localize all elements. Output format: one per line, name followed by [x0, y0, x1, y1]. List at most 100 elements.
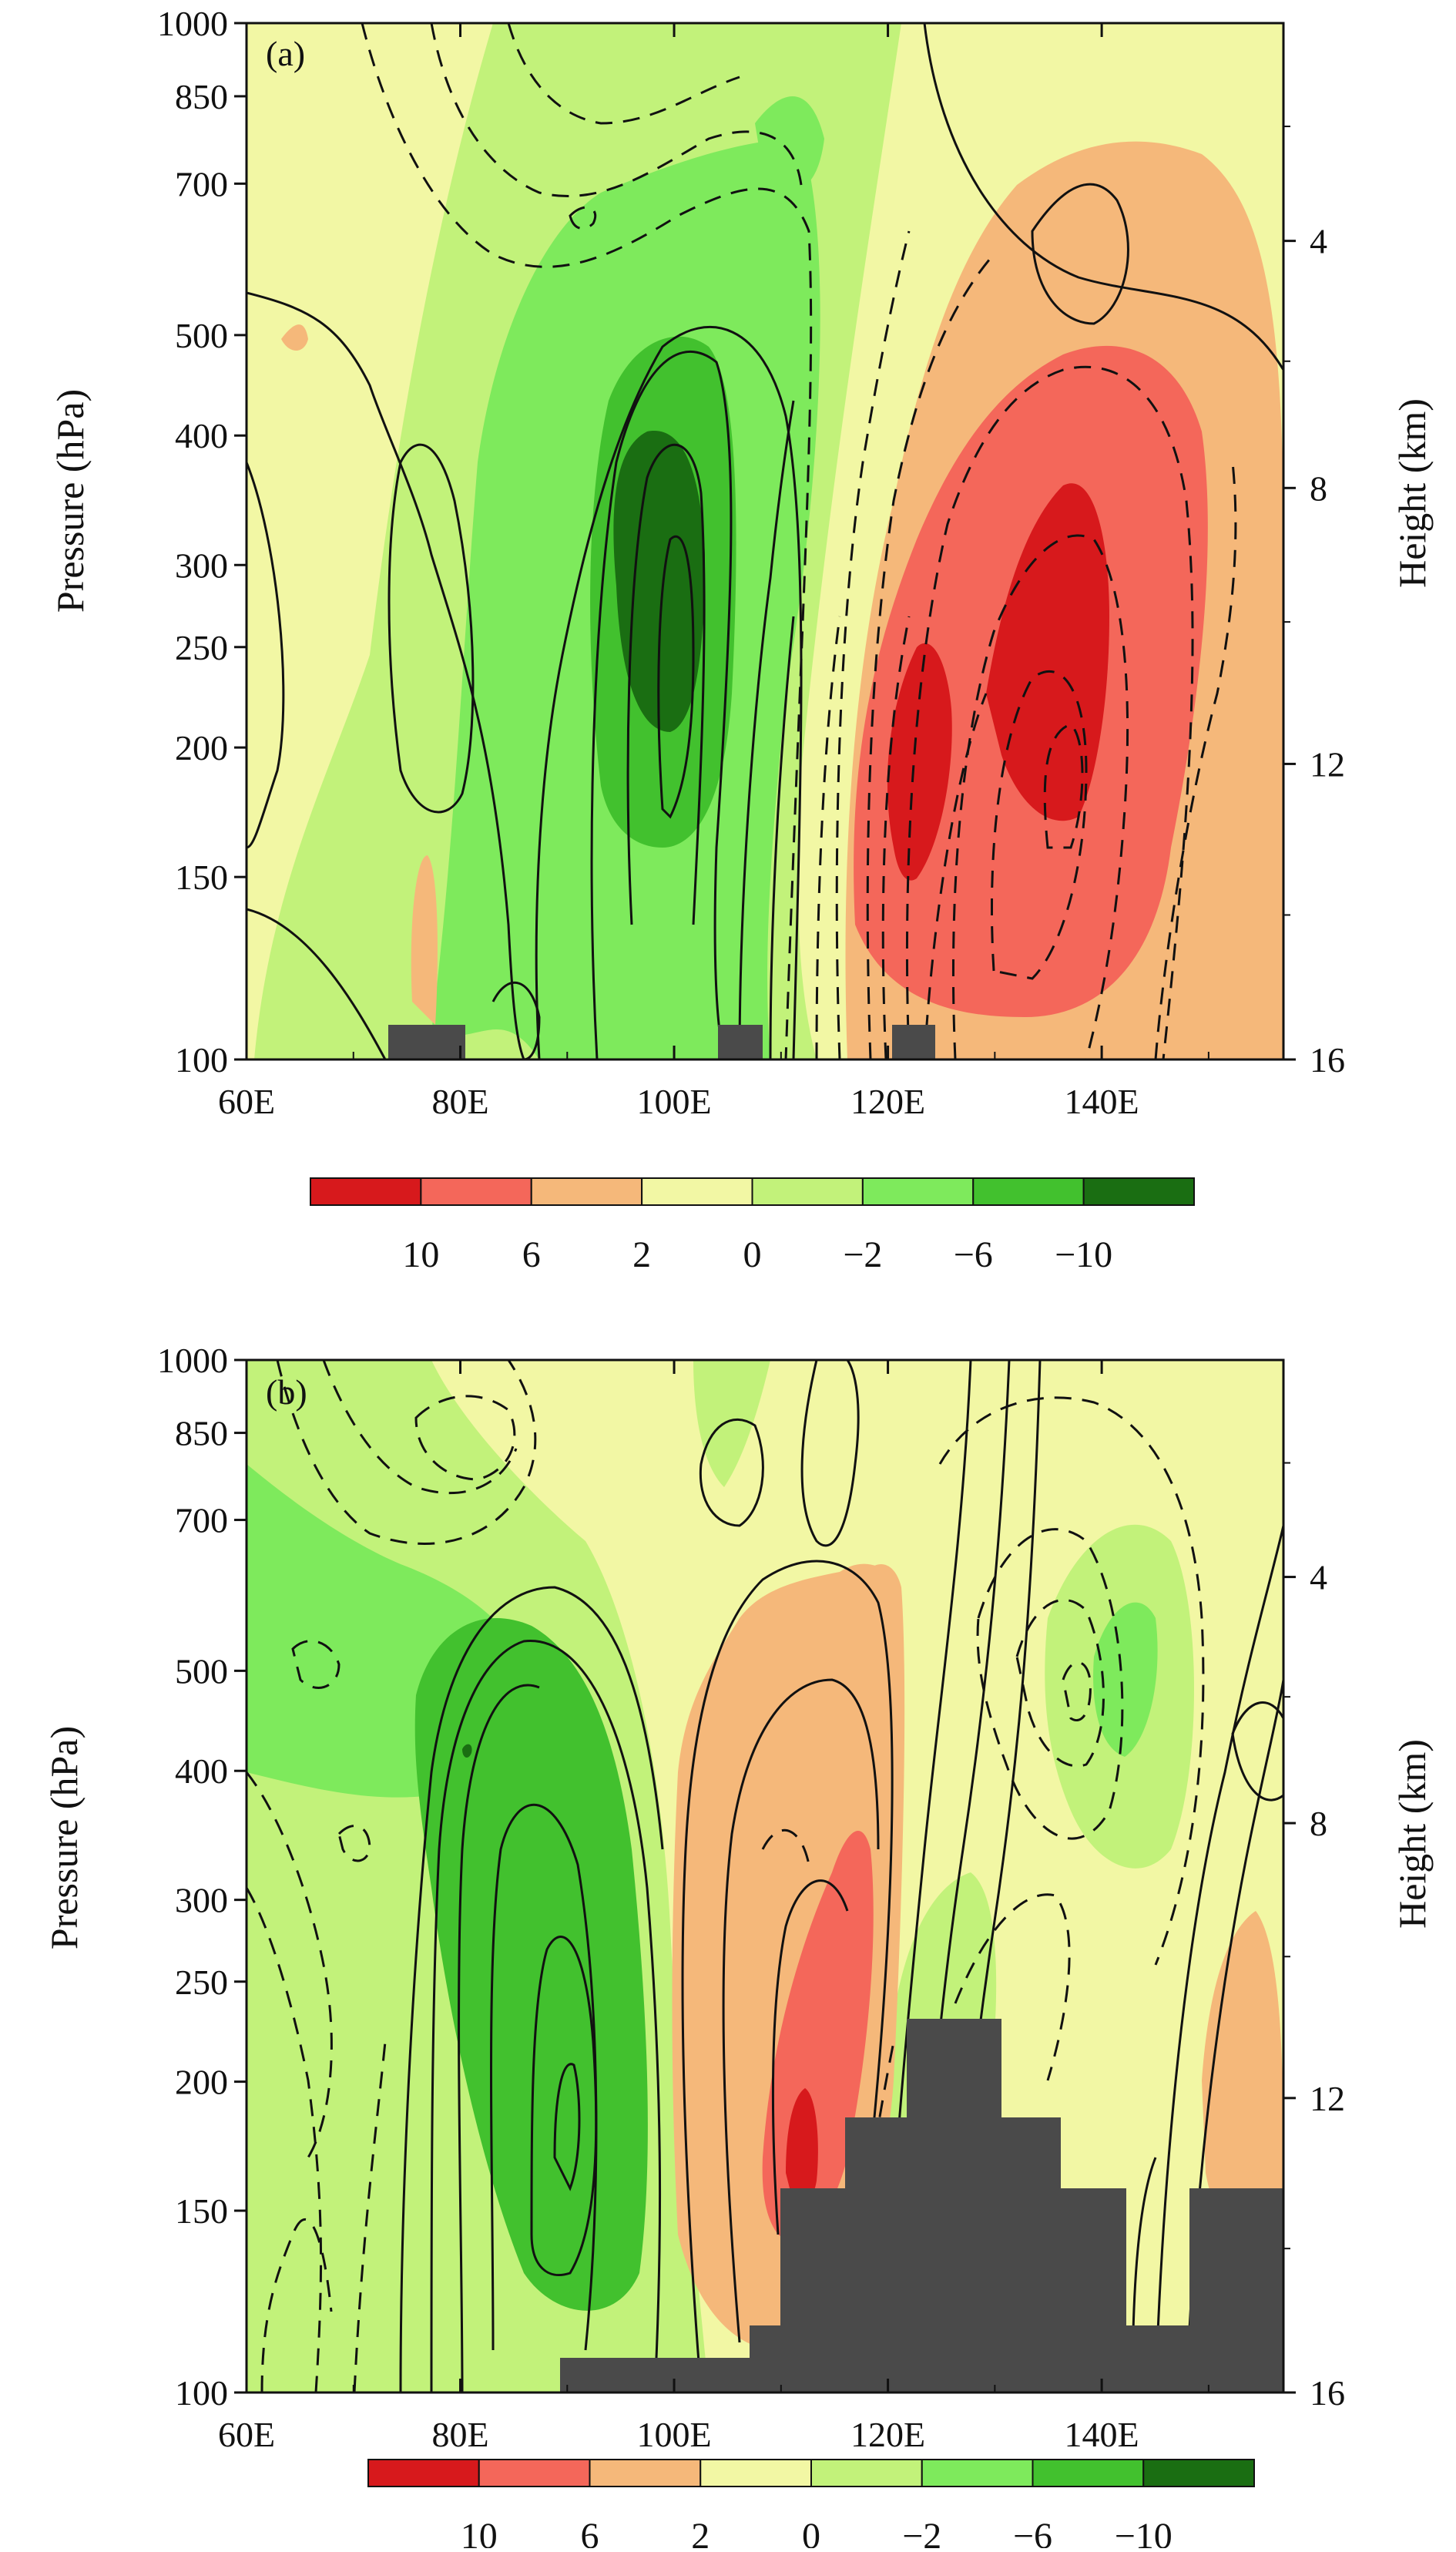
y-tick-label: 500 [175, 1651, 228, 1691]
panel-b-shade-neg-dark [414, 1618, 648, 2311]
colorbar-swatch [810, 2459, 923, 2487]
y-tick-label: 850 [175, 77, 228, 116]
panel-a-field [247, 23, 1283, 1059]
panel-b-field [247, 1360, 1283, 2392]
y-tick-label: 400 [175, 1751, 228, 1791]
colorbar-label: 2 [691, 2516, 710, 2548]
panel-b-shade-pos-light-3 [855, 1564, 901, 1634]
colorbar-label: −6 [954, 1234, 993, 1275]
y-tick-label: 400 [175, 416, 228, 455]
colorbar-label: −10 [1115, 2516, 1173, 2548]
y-tick-label: 150 [175, 858, 228, 897]
y-tick-label: 850 [175, 1414, 228, 1453]
panel-b-shade-neg-mid-2 [1093, 1602, 1158, 1757]
panel-a-axes: 60E 80E 100E 120E 140E 100 150 200 250 300 400 500 7… [157, 4, 1345, 1121]
colorbar-label: 0 [743, 1234, 762, 1275]
colorbar-swatch [530, 1177, 643, 1206]
colorbar-swatch [921, 2459, 1034, 2487]
panel-a-shade-pos-core-1 [887, 643, 952, 881]
y-tick-label: 300 [175, 546, 228, 585]
colorbar-swatch [861, 1177, 975, 1206]
y2-tick-label: 12 [1310, 2079, 1345, 2118]
y-tick-label: 100 [175, 2373, 228, 2413]
y-tick-label: 250 [175, 628, 228, 667]
y-tick-label: 300 [175, 1881, 228, 1920]
colorbar-b: 10 6 2 0 −2 −6 −10 [367, 2459, 1255, 2552]
panel-b-contours-dashed [247, 1360, 1205, 2392]
y-tick-label: 700 [175, 164, 228, 203]
panel-a-shade-neg-core [613, 431, 705, 732]
terrain-block [388, 1025, 465, 1059]
y-tick-label: 250 [175, 1963, 228, 2002]
panel-a-shade-neg-top [755, 96, 824, 190]
colorbar-swatch [310, 1177, 422, 1206]
terrain-block [892, 1025, 935, 1059]
x-tick-label: 60E [218, 1082, 275, 1121]
colorbar-swatch [751, 1177, 864, 1206]
y-tick-label: 500 [175, 316, 228, 355]
panel-a-contours-dashed [361, 23, 1237, 1059]
x-tick-label: 120E [850, 1082, 925, 1121]
colorbar-label: −2 [902, 2516, 941, 2548]
y2-tick-label: 12 [1310, 744, 1345, 784]
y-tick-label: 1000 [157, 1341, 228, 1380]
y2-tick-label: 4 [1310, 222, 1327, 261]
y-tick-label: 200 [175, 2063, 228, 2102]
panel-a-terrain [388, 1025, 935, 1059]
colorbar-label: 10 [461, 2516, 498, 2548]
panel-a-shade-pos-small [411, 855, 438, 1025]
colorbar-a: 10 6 2 0 −2 −6 −10 [310, 1177, 1195, 1275]
colorbar-swatch [420, 1177, 532, 1206]
x-tick-label: 80E [431, 1082, 488, 1121]
panel-b-y2label: Height (km) [1391, 1739, 1434, 1929]
panel-b-axes: 60E 80E 100E 120E 140E 100 150 200 250 300 400 500 7… [157, 1341, 1345, 2454]
panel-a-ylabel: Pressure (hPa) [49, 389, 92, 613]
x-tick-label: 60E [218, 2415, 275, 2454]
colorbar-swatch [367, 2459, 480, 2487]
panel-b-terrain [560, 2019, 1283, 2392]
colorbar-swatch [972, 1177, 1085, 1206]
y-tick-label: 700 [175, 1501, 228, 1540]
panel-b-contours-solid [399, 1360, 1283, 2392]
panel-b-shade-pos-core [786, 2088, 818, 2207]
colorbar-swatch [699, 2459, 812, 2487]
x-tick-label: 120E [850, 2415, 925, 2454]
panel-a-label: (a) [266, 34, 305, 73]
y2-tick-label: 8 [1310, 1804, 1327, 1843]
y-tick-label: 200 [175, 728, 228, 767]
y2-tick-label: 8 [1310, 468, 1327, 508]
colorbar-swatch [478, 2459, 591, 2487]
y2-tick-label: 16 [1310, 2373, 1345, 2413]
panel-b: (b) 60E 80E 100E 120E 140E 100 150 200 250 300 400… [42, 1341, 1434, 2454]
colorbar-label: 6 [522, 1234, 541, 1275]
panel-a-shade-pos-small-2 [281, 324, 308, 351]
panel-b-label: (b) [266, 1372, 307, 1412]
y-tick-label: 1000 [157, 4, 228, 43]
colorbar-swatch [589, 2459, 702, 2487]
colorbar-label: −10 [1055, 1234, 1112, 1275]
colorbar-swatch [1032, 2459, 1145, 2487]
panel-a-frame [245, 22, 1285, 1061]
panel-b-shade-neg-core [462, 1744, 472, 1758]
y2-tick-label: 16 [1310, 1040, 1345, 1080]
x-tick-label: 140E [1065, 1082, 1139, 1121]
colorbar-label: 2 [632, 1234, 651, 1275]
colorbar-swatch [641, 1177, 753, 1206]
panel-a: (a) 60E 80E 100E 120E 140E 100 150 200 250 300 400… [49, 4, 1434, 1121]
x-tick-label: 100E [636, 2415, 711, 2454]
colorbar-swatch [1142, 2459, 1255, 2487]
colorbar-label: 6 [581, 2516, 599, 2548]
y2-tick-label: 4 [1310, 1558, 1327, 1597]
colorbar-label: −6 [1013, 2516, 1052, 2548]
colorbar-swatch [1082, 1177, 1195, 1206]
colorbar-label: −2 [843, 1234, 882, 1275]
x-tick-label: 100E [636, 1082, 711, 1121]
terrain-block [718, 1025, 763, 1059]
y-tick-label: 100 [175, 1040, 228, 1080]
panel-b-ylabel: Pressure (hPa) [42, 1726, 86, 1949]
x-tick-label: 80E [431, 2415, 488, 2454]
panel-a-contours-solid [247, 23, 1283, 1059]
panel-b-shade-neg-light-4 [693, 1360, 770, 1487]
panel-b-frame [245, 1358, 1285, 2394]
